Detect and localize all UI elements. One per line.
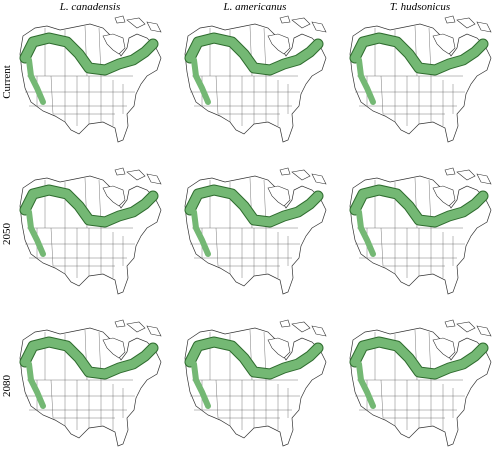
row-label: Current [1,65,13,99]
range-map [185,168,326,294]
range-map [185,320,326,446]
column-title: L. americanus [223,1,287,13]
row-label: 2080 [1,375,13,398]
range-map [350,168,491,294]
range-map [20,320,161,446]
column-title: T. hudsonicus [390,1,450,13]
range-map [185,16,326,142]
column-title: L. canadensis [59,1,121,13]
row-label: 2050 [1,223,13,246]
range-map [20,168,161,294]
range-map [20,16,161,142]
range-map [350,320,491,446]
range-map [350,16,491,142]
